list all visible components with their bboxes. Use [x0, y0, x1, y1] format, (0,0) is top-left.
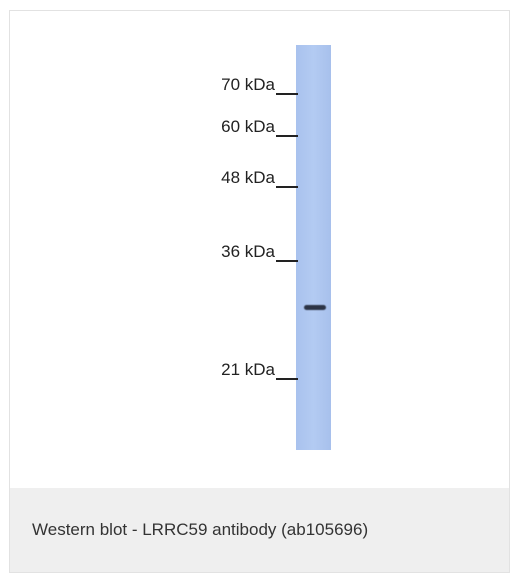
caption-area: Western blot - LRRC59 antibody (ab105696… [10, 488, 509, 572]
marker-label: 48 kDa [155, 168, 275, 188]
marker-label: 36 kDa [155, 242, 275, 262]
marker-tick [276, 135, 298, 137]
marker-label: 70 kDa [155, 75, 275, 95]
page: {"blot": {"markers": ["70 kDa", "60 kDa"… [0, 0, 511, 574]
marker-label: 21 kDa [155, 360, 275, 380]
marker-tick [276, 378, 298, 380]
marker-tick [276, 260, 298, 262]
figure: Western blot - LRRC59 antibody (ab105696… [9, 10, 510, 573]
blot-lane [296, 45, 331, 450]
blot-band [304, 305, 326, 310]
caption: Western blot - LRRC59 antibody (ab105696… [32, 520, 368, 540]
marker-label: 60 kDa [155, 117, 275, 137]
marker-tick [276, 186, 298, 188]
marker-tick [276, 93, 298, 95]
